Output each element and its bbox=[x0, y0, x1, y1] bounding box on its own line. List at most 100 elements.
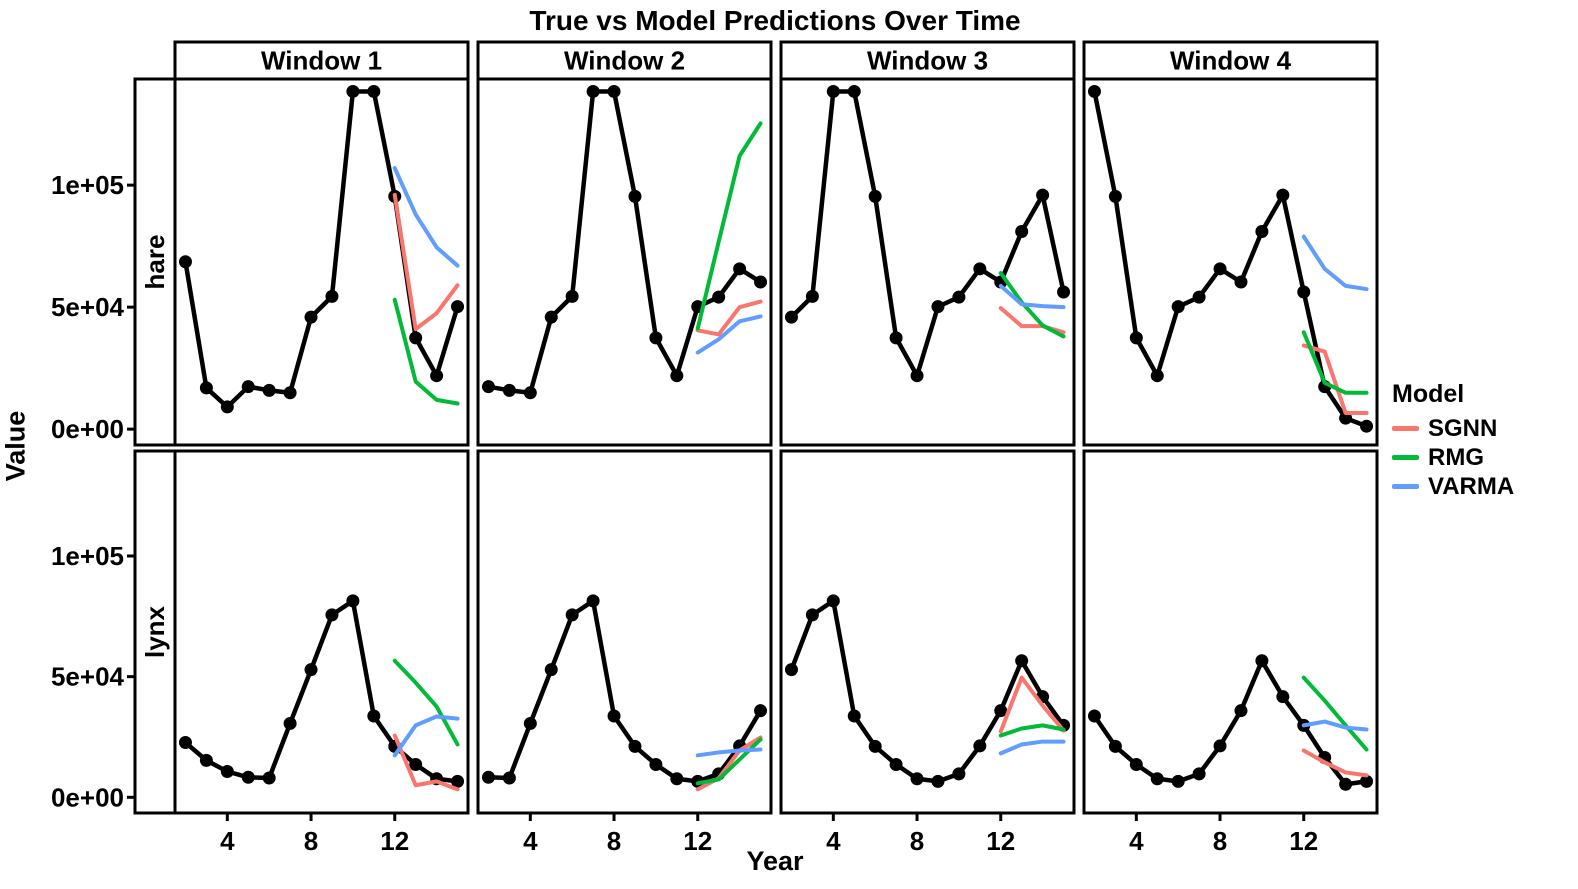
true-point bbox=[199, 753, 213, 767]
true-point bbox=[1213, 262, 1227, 276]
true-point bbox=[805, 289, 819, 303]
true-point bbox=[430, 369, 444, 383]
series-rmg-hare-window-4 bbox=[1301, 330, 1369, 395]
true-point bbox=[1129, 757, 1143, 771]
x-tick-label: 12 bbox=[1289, 826, 1318, 856]
series-sgnn-lynx-window-3 bbox=[998, 675, 1066, 734]
true-point bbox=[607, 84, 621, 98]
true-point bbox=[1297, 285, 1311, 299]
series-sgnn-hare-window-4 bbox=[1301, 343, 1369, 416]
true-point bbox=[826, 594, 840, 608]
x-tick-label: 8 bbox=[304, 826, 318, 856]
true-point bbox=[1057, 285, 1071, 299]
true-point bbox=[220, 764, 234, 778]
panel-hare-window-4 bbox=[1082, 77, 1379, 447]
x-tick-label: 8 bbox=[1213, 826, 1227, 856]
true-point bbox=[178, 255, 192, 269]
legend-key-varma-line bbox=[1392, 484, 1419, 489]
panel-series-lynx-window-3 bbox=[784, 594, 1071, 788]
series-rmg-hare-window-3 bbox=[998, 270, 1066, 339]
true-point bbox=[502, 771, 516, 785]
true-point bbox=[784, 310, 798, 324]
legend-item-sgnn: SGNN bbox=[1392, 414, 1514, 443]
true-point bbox=[1234, 704, 1248, 718]
true-point bbox=[826, 84, 840, 98]
true-point bbox=[1171, 300, 1185, 314]
true-point bbox=[1192, 767, 1206, 781]
series-rmg-hare-window-1 bbox=[392, 297, 460, 406]
true-point bbox=[565, 608, 579, 622]
x-tick-label: 8 bbox=[910, 826, 924, 856]
legend-label-rmg: RMG bbox=[1428, 443, 1484, 471]
true-point bbox=[1150, 369, 1164, 383]
true-point bbox=[733, 262, 747, 276]
true-point bbox=[931, 300, 945, 314]
true-point bbox=[1339, 777, 1353, 791]
panel-series-hare-window-2 bbox=[481, 84, 768, 400]
true-point bbox=[481, 380, 495, 394]
true-point bbox=[1192, 290, 1206, 304]
true-point bbox=[1255, 225, 1269, 238]
legend-items: SGNN RMG VARMA bbox=[1392, 414, 1514, 501]
true-point bbox=[1129, 331, 1143, 345]
legend-label-sgnn: SGNN bbox=[1428, 414, 1498, 442]
true-point bbox=[1255, 654, 1269, 668]
true-point bbox=[241, 380, 255, 394]
true-point bbox=[1036, 188, 1050, 202]
col-strip-label-window-2: Window 2 bbox=[564, 46, 685, 76]
true-point bbox=[346, 594, 360, 608]
true-point bbox=[241, 770, 255, 784]
true-point bbox=[544, 310, 558, 324]
legend-key-rmg-line bbox=[1392, 455, 1419, 460]
true-point bbox=[544, 663, 558, 677]
true-point bbox=[670, 369, 684, 383]
series-sgnn-hare-window-1 bbox=[392, 192, 460, 332]
x-tick-label: 4 bbox=[826, 826, 841, 856]
series-rmg-hare-window-2 bbox=[695, 121, 763, 331]
true-point bbox=[847, 84, 861, 98]
series-sgnn-lynx-window-4 bbox=[1301, 748, 1369, 778]
true-point bbox=[451, 774, 465, 788]
true-point bbox=[868, 739, 882, 753]
true-point bbox=[1108, 739, 1122, 753]
panel-series-hare-window-1 bbox=[178, 84, 465, 414]
legend-label-varma: VARMA bbox=[1428, 472, 1515, 500]
true-point bbox=[304, 663, 318, 677]
true-point bbox=[952, 290, 966, 304]
panel-series-lynx-window-4 bbox=[1087, 654, 1374, 791]
panel-lynx-window-2 bbox=[476, 449, 773, 815]
true-point bbox=[628, 189, 642, 203]
true-point bbox=[1171, 774, 1185, 788]
chart-title: True vs Model Predictions Over Time bbox=[529, 5, 1021, 36]
panel-series-hare-window-3 bbox=[784, 84, 1071, 383]
series-sgnn-hare-window-2 bbox=[695, 299, 763, 337]
true-point bbox=[754, 704, 768, 718]
y-axis-title: Value bbox=[0, 410, 31, 482]
true-point bbox=[868, 189, 882, 203]
true-point bbox=[1015, 654, 1029, 668]
true-point bbox=[847, 709, 861, 723]
true-point bbox=[523, 716, 537, 730]
panel-lynx-window-3 bbox=[779, 449, 1076, 815]
true-point bbox=[1108, 189, 1122, 203]
true-point bbox=[304, 310, 318, 324]
series-sgnn-lynx-window-1 bbox=[392, 733, 460, 792]
true-point bbox=[784, 663, 798, 677]
legend-item-varma: VARMA bbox=[1392, 472, 1514, 501]
true-point bbox=[1087, 84, 1101, 98]
true-point bbox=[910, 369, 924, 383]
true-point bbox=[889, 331, 903, 345]
true-point bbox=[1087, 709, 1101, 723]
panel-series-lynx-window-2 bbox=[481, 594, 768, 792]
true-point bbox=[283, 386, 297, 400]
true-point bbox=[481, 770, 495, 784]
series-varma-lynx-window-3 bbox=[998, 739, 1066, 756]
series-sgnn-lynx-window-2 bbox=[695, 735, 763, 792]
x-tick-label: 4 bbox=[523, 826, 538, 856]
true-point bbox=[283, 716, 297, 730]
true-point bbox=[1234, 275, 1248, 289]
y-tick-label: 1e+05 bbox=[51, 170, 124, 200]
true-point bbox=[649, 757, 663, 771]
x-tick-label: 8 bbox=[607, 826, 621, 856]
